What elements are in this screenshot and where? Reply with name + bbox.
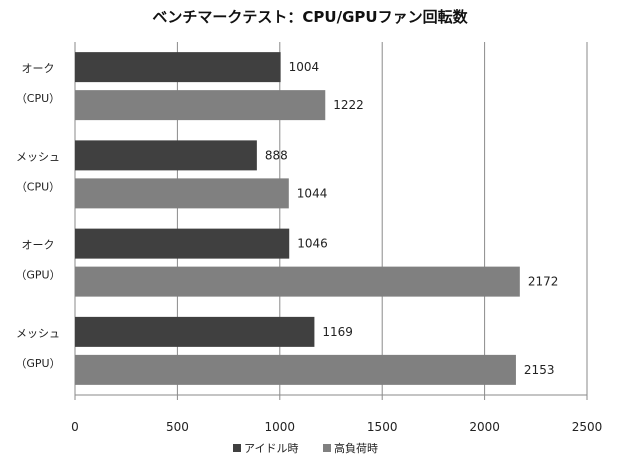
- category-label: （GPU）: [15, 269, 60, 282]
- chart-title: ベンチマークテスト：CPU/GPUファン回転数: [152, 8, 468, 26]
- category-label: メッシュ: [16, 150, 60, 163]
- labels: 0 500 1000 1500 2000 2500 1004 1222 オーク （CPU） 888 1…: [15, 60, 602, 434]
- legend-swatch: [233, 444, 241, 452]
- data-label: 1169: [322, 325, 353, 339]
- data-label: 888: [265, 148, 288, 162]
- category-label: （GPU）: [15, 357, 60, 370]
- data-label: 1044: [297, 186, 328, 200]
- legend-label: アイドル時: [244, 442, 298, 455]
- x-tick-label: 500: [166, 420, 189, 434]
- bar: [75, 178, 289, 209]
- bar: [75, 266, 520, 297]
- category-label: （CPU）: [16, 92, 60, 105]
- data-label: 1004: [289, 60, 320, 74]
- x-tick-label: 1000: [265, 420, 296, 434]
- bar: [75, 228, 290, 259]
- data-label: 1222: [333, 98, 364, 112]
- legend-swatch: [323, 444, 331, 452]
- x-tick-label: 2500: [572, 420, 603, 434]
- bars: [75, 52, 520, 385]
- bar: [75, 90, 326, 121]
- category-label: オーク: [22, 62, 55, 75]
- legend-label: 高負荷時: [334, 441, 378, 455]
- data-label: 1046: [297, 237, 328, 251]
- data-label: 2153: [524, 363, 555, 377]
- legend: アイドル時 高負荷時: [233, 441, 378, 455]
- bar: [75, 52, 281, 83]
- x-tick-label: 1500: [367, 420, 398, 434]
- x-tick-label: 2000: [469, 420, 500, 434]
- bar: [75, 140, 257, 171]
- x-tick-label: 0: [71, 420, 79, 434]
- bar: [75, 316, 315, 347]
- category-label: （CPU）: [16, 180, 60, 193]
- category-label: メッシュ: [16, 327, 60, 340]
- bar: [75, 354, 516, 385]
- data-label: 2172: [528, 275, 559, 289]
- category-label: オーク: [22, 239, 55, 252]
